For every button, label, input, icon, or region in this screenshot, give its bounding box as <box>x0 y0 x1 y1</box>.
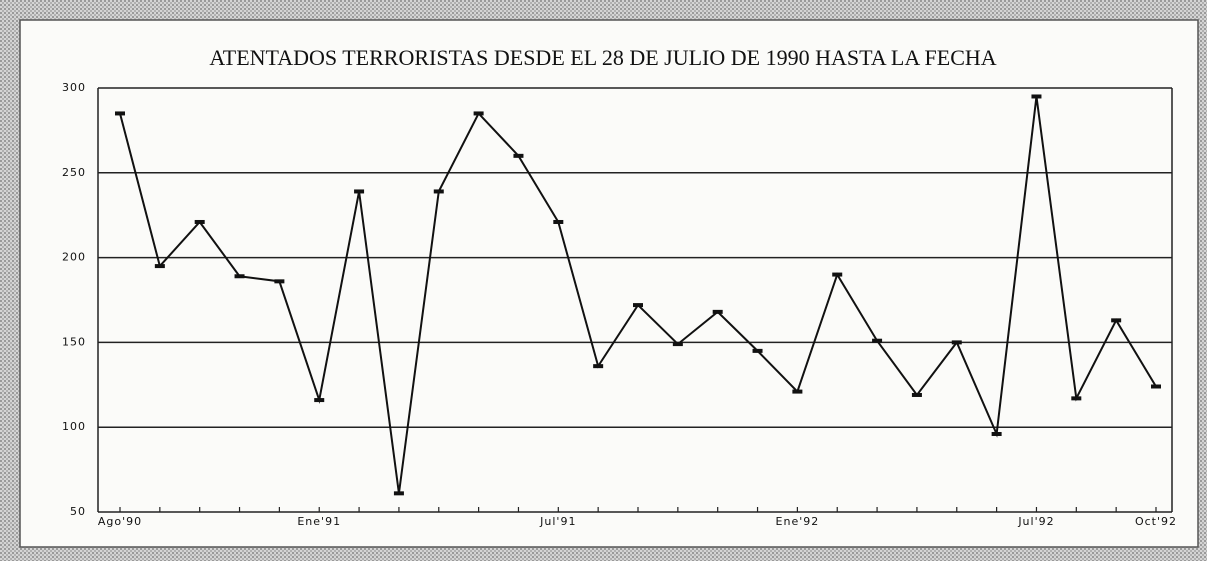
panel <box>19 19 1199 548</box>
point-marker <box>553 219 564 224</box>
y-tick-label: 100 <box>62 420 86 433</box>
x-tick-label: Jul'91 <box>539 515 576 528</box>
y-tick-label: 250 <box>62 166 86 179</box>
x-tick-label: Ene'91 <box>297 515 341 528</box>
point-marker <box>712 309 723 314</box>
y-tick-label: 200 <box>62 251 86 264</box>
point-marker <box>154 264 165 269</box>
point-marker <box>354 189 365 194</box>
point-marker <box>234 274 245 279</box>
point-marker <box>991 431 1002 436</box>
x-tick-label: Jul'92 <box>1017 515 1054 528</box>
point-marker <box>1151 384 1161 389</box>
point-marker <box>1071 396 1082 401</box>
point-marker <box>314 398 325 403</box>
point-marker <box>633 303 643 308</box>
point-marker <box>872 338 883 343</box>
y-tick-label: 150 <box>62 335 86 348</box>
x-tick-label: Oct'92 <box>1135 515 1177 528</box>
point-marker <box>1031 94 1042 99</box>
point-marker <box>433 189 444 194</box>
y-tick-label: 50 <box>70 505 86 518</box>
point-marker <box>473 111 484 116</box>
point-marker <box>911 392 922 397</box>
point-marker <box>672 342 683 347</box>
point-marker <box>513 153 524 158</box>
point-marker <box>832 272 843 277</box>
point-marker <box>274 279 285 284</box>
point-marker <box>1111 318 1122 323</box>
point-marker <box>792 389 803 394</box>
x-tick-label: Ago'90 <box>98 515 142 528</box>
y-tick-label: 300 <box>62 81 86 94</box>
point-marker <box>194 219 205 224</box>
point-marker <box>951 340 962 345</box>
x-tick-label: Ene'92 <box>776 515 820 528</box>
chart-title: ATENTADOS TERRORISTAS DESDE EL 28 DE JUL… <box>209 45 996 70</box>
point-marker <box>593 364 604 369</box>
point-marker <box>752 348 763 353</box>
point-marker <box>115 111 125 116</box>
point-marker <box>393 491 404 496</box>
